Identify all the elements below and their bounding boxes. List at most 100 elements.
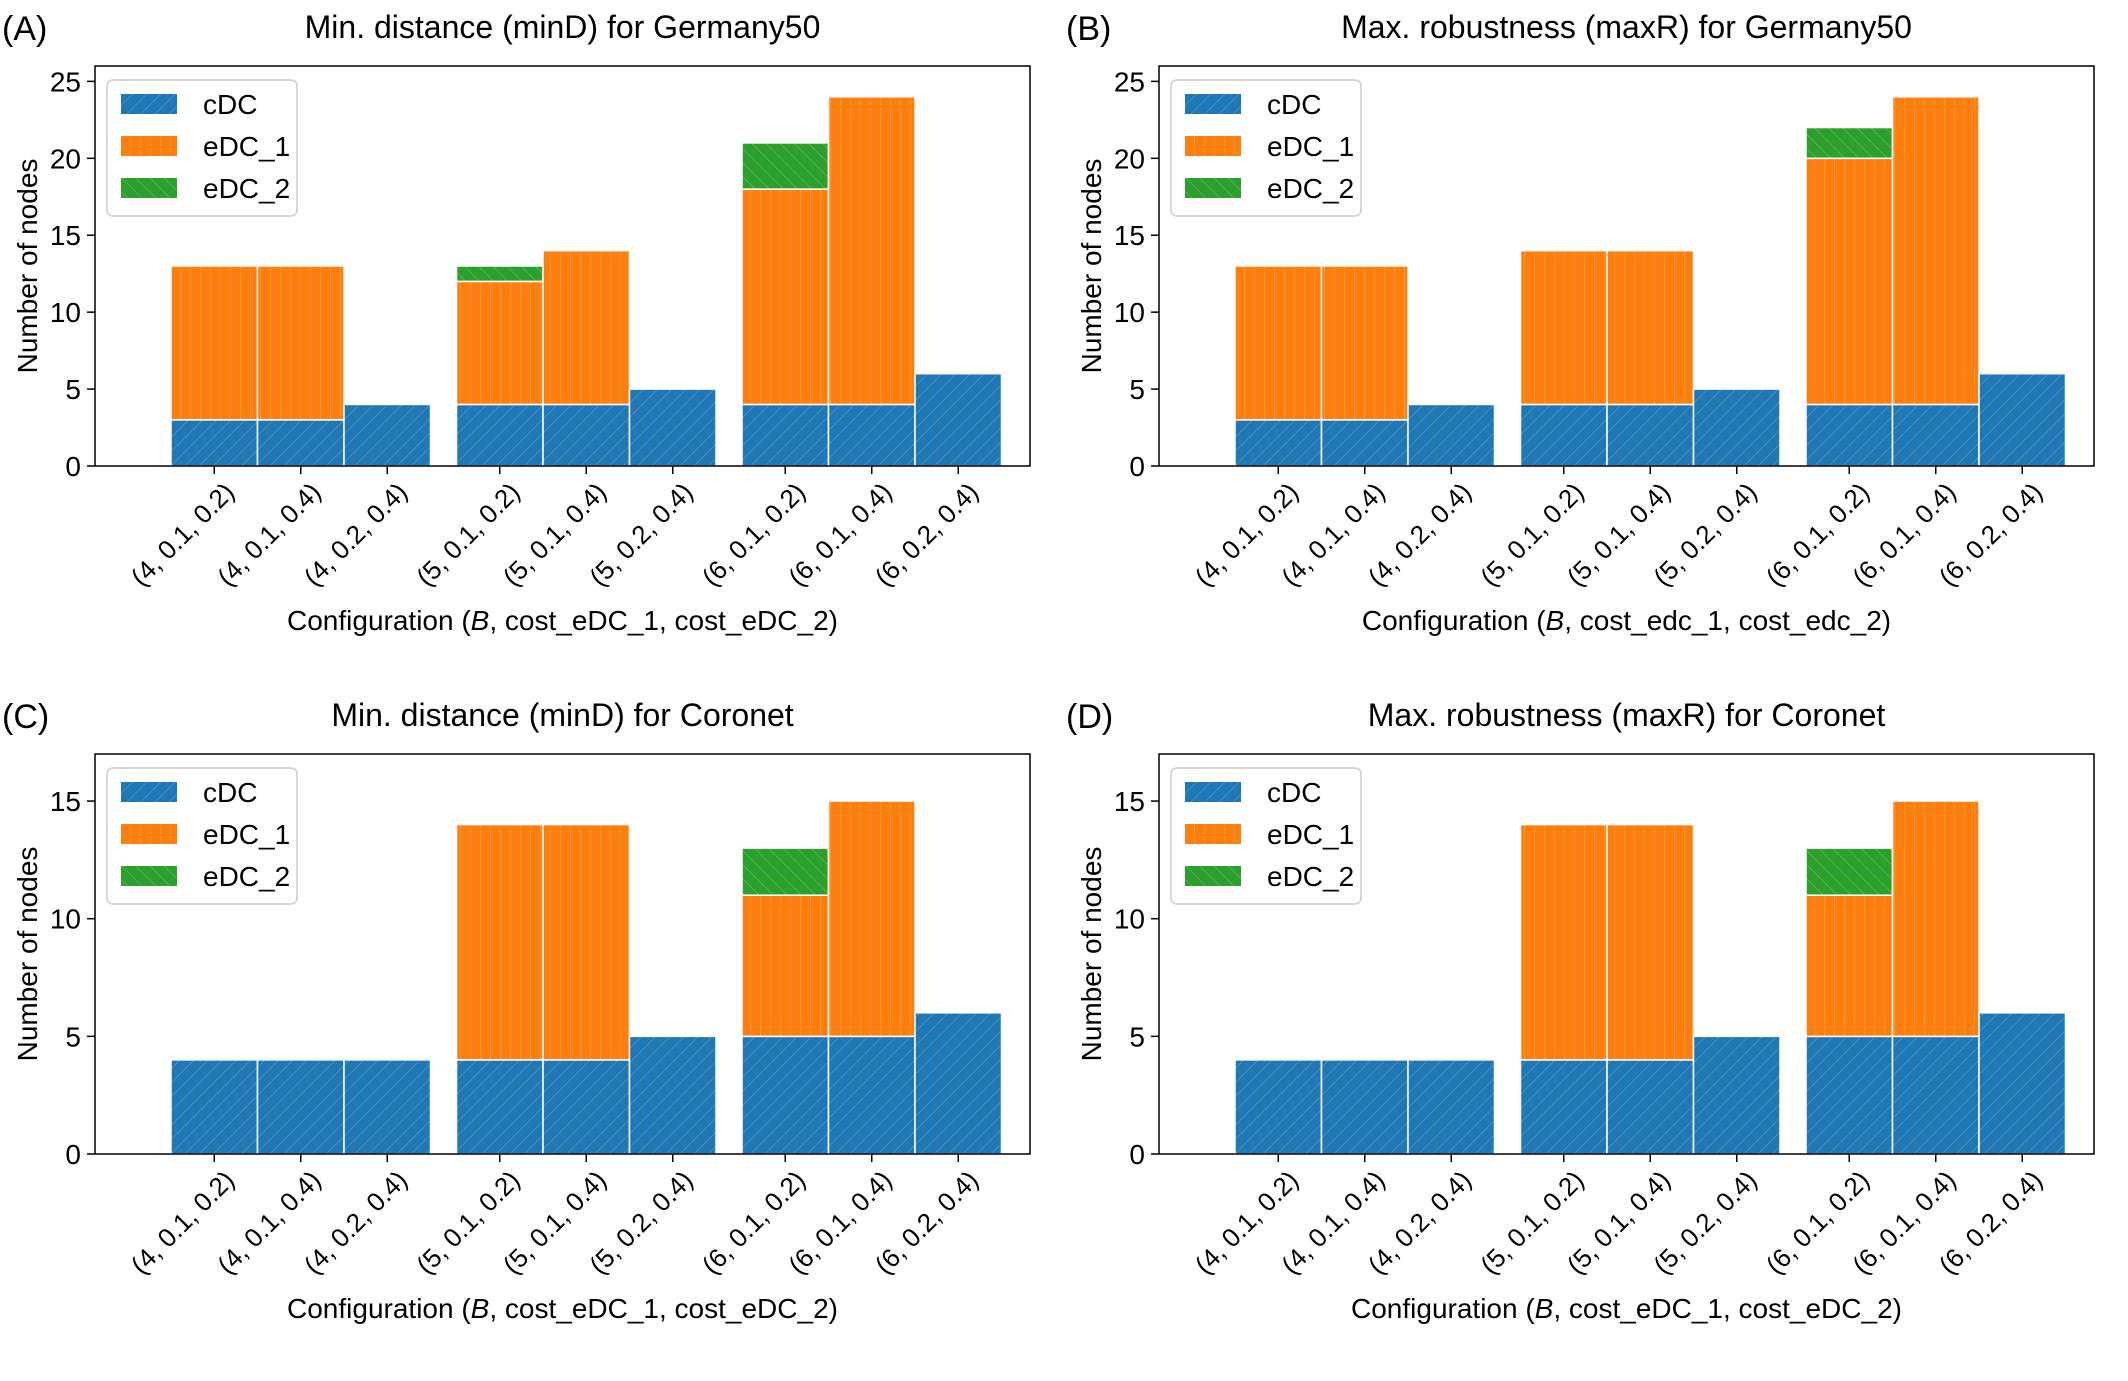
bar-cdc-9 <box>1978 372 2067 467</box>
chart-svg: (A) Min. distance (minD) for Germany50 0 5 1… <box>2 9 1031 636</box>
y-tick-label: 0 <box>65 451 81 482</box>
bar-edc-1-5 <box>542 249 631 406</box>
bar-cdc-4 <box>455 403 544 467</box>
bar-cdc-1 <box>170 1059 259 1155</box>
chart-panel-a: (A) Min. distance (minD) for Germany50 0 5 1… <box>0 0 1064 688</box>
bar-cdc-2 <box>256 1059 345 1155</box>
bar-cdc-8 <box>1891 403 1980 467</box>
x-axis-label: Configuration (B, cost_edc_1, cost_edc_2… <box>1362 605 1891 636</box>
bar-edc-1-8 <box>827 96 916 406</box>
x-axis-label: Configuration (B, cost_eDC_1, cost_eDC_2… <box>287 605 838 636</box>
bar-edc-1-7 <box>741 894 830 1038</box>
bar-cdc-7 <box>741 403 830 467</box>
chart-title: Min. distance (minD) for Coronet <box>331 697 793 733</box>
panel-letter: (B) <box>1066 10 1111 48</box>
bar-cdc-8 <box>1891 1035 1980 1155</box>
legend-item-edc-2: eDC_2 <box>121 861 290 892</box>
y-tick-label: 0 <box>1129 451 1145 482</box>
bar-cdc-5 <box>1606 1059 1695 1155</box>
panel-letter: (D) <box>1066 698 1113 736</box>
bar-cdc-7 <box>1805 403 1894 467</box>
bar-cdc-5 <box>542 1059 631 1155</box>
bar-edc-2-7 <box>741 142 830 190</box>
legend-item-edc-1: eDC_1 <box>121 819 290 850</box>
svg-text:eDC_2: eDC_2 <box>1267 173 1354 204</box>
bar-cdc-7 <box>1805 1035 1894 1155</box>
bar-edc-1-7 <box>1805 894 1894 1038</box>
bar-cdc-1 <box>1234 1059 1323 1155</box>
chart-panel-d: (D) Max. robustness (maxR) for Coronet 0 5 1… <box>1064 688 2128 1376</box>
y-tick-label: 25 <box>1114 66 1145 97</box>
bar-cdc-5 <box>1606 403 1695 467</box>
chart-title: Max. robustness (maxR) for Germany50 <box>1341 9 1912 45</box>
legend-item-cdc: cDC <box>121 89 257 120</box>
bar-cdc-6 <box>628 1035 717 1155</box>
bar-cdc-4 <box>1519 403 1608 467</box>
bar-edc-1-5 <box>1606 249 1695 406</box>
bar-edc-1-1 <box>170 265 259 421</box>
bar-cdc-3 <box>1407 403 1496 467</box>
bar-cdc-8 <box>827 403 916 467</box>
bar-edc-1-4 <box>455 280 544 406</box>
legend-item-edc-2: eDC_2 <box>1185 861 1354 892</box>
chart-svg: (C) Min. distance (minD) for Coronet 0 5 10 1… <box>2 697 1031 1324</box>
y-tick-label: 0 <box>1129 1139 1145 1170</box>
legend: cDC eDC_1 eDC_2 <box>1170 767 1362 905</box>
bar-cdc-2 <box>1320 1059 1409 1155</box>
svg-text:cDC: cDC <box>1267 89 1321 120</box>
bar-cdc-3 <box>343 403 432 467</box>
plot-frame <box>94 753 1031 1155</box>
legend-item-edc-2: eDC_2 <box>121 173 290 204</box>
y-axis-label: Number of nodes <box>12 159 43 374</box>
y-axis-label: Number of nodes <box>12 847 43 1062</box>
x-axis-label: Configuration (B, cost_eDC_1, cost_eDC_2… <box>1351 1293 1902 1324</box>
legend-item-cdc: cDC <box>1185 777 1321 808</box>
bar-cdc-1 <box>170 419 259 467</box>
svg-text:cDC: cDC <box>1267 777 1321 808</box>
legend: cDC eDC_1 eDC_2 <box>1170 79 1362 217</box>
bar-edc-1-8 <box>827 800 916 1038</box>
chart-title: Max. robustness (maxR) for Coronet <box>1368 697 1886 733</box>
bar-cdc-7 <box>741 1035 830 1155</box>
legend-item-edc-1: eDC_1 <box>1185 819 1354 850</box>
bar-cdc-6 <box>1692 1035 1781 1155</box>
bar-cdc-9 <box>1978 1012 2067 1155</box>
svg-text:eDC_1: eDC_1 <box>203 819 290 850</box>
y-tick-label: 5 <box>65 374 81 405</box>
bar-cdc-2 <box>256 419 345 467</box>
legend-item-edc-1: eDC_1 <box>1185 131 1354 162</box>
panel-letter: (A) <box>2 10 47 48</box>
bar-cdc-5 <box>542 403 631 467</box>
plot-frame <box>1158 65 2095 467</box>
y-tick-label: 5 <box>1129 374 1145 405</box>
chart-panel-c: (C) Min. distance (minD) for Coronet 0 5 10 1… <box>0 688 1064 1376</box>
bar-edc-2-7 <box>1805 126 1894 160</box>
bar-cdc-4 <box>1519 1059 1608 1155</box>
bar-edc-1-1 <box>1234 265 1323 421</box>
svg-text:cDC: cDC <box>203 89 257 120</box>
svg-text:eDC_2: eDC_2 <box>1267 861 1354 892</box>
bar-cdc-6 <box>1692 388 1781 467</box>
bar-cdc-3 <box>343 1059 432 1155</box>
bar-cdc-6 <box>628 388 717 467</box>
bar-edc-2-7 <box>1805 847 1894 896</box>
bar-cdc-8 <box>827 1035 916 1155</box>
bar-edc-1-2 <box>256 265 345 421</box>
legend: cDC eDC_1 eDC_2 <box>106 79 298 217</box>
bar-edc-1-8 <box>1891 96 1980 406</box>
bar-edc-1-7 <box>741 188 830 406</box>
bar-edc-1-5 <box>1606 823 1695 1061</box>
svg-text:eDC_1: eDC_1 <box>1267 819 1354 850</box>
bar-cdc-1 <box>1234 419 1323 467</box>
chart-panel-b: (B) Max. robustness (maxR) for Germany50 0… <box>1064 0 2128 688</box>
y-tick-label: 10 <box>1114 297 1145 328</box>
y-axis-label: Number of nodes <box>1076 159 1107 374</box>
bar-edc-1-4 <box>455 823 544 1061</box>
y-tick-label: 20 <box>50 143 81 174</box>
legend-item-cdc: cDC <box>1185 89 1321 120</box>
y-tick-label: 15 <box>1114 220 1145 251</box>
plot-frame <box>1158 753 2095 1155</box>
y-tick-label: 0 <box>65 1139 81 1170</box>
svg-text:cDC: cDC <box>203 777 257 808</box>
svg-text:eDC_2: eDC_2 <box>203 173 290 204</box>
